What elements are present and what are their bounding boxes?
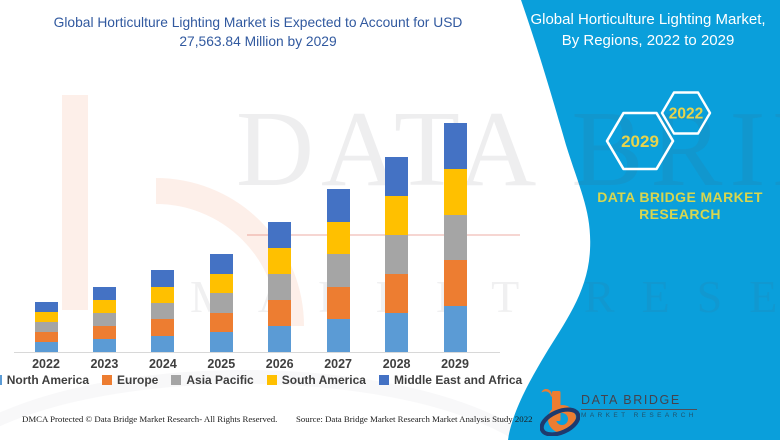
segment-north-america-2029 [443,306,467,352]
bar-2023 [92,287,116,352]
segment-middle-east-and-africa-2029 [443,123,467,169]
watermark-logo-stem [62,95,88,310]
segment-middle-east-and-africa-2027 [326,188,350,222]
segment-north-america-2023 [92,339,116,352]
segment-asia-pacific-2022 [34,322,58,333]
x-axis-label-2025: 2025 [207,357,236,371]
legend-swatch-north-america [0,375,2,385]
segment-middle-east-and-africa-2025 [209,253,233,274]
bar-2029 [443,123,467,352]
x-axis-label-2028: 2028 [382,357,411,371]
logo-subtitle: MARKET RESEARCH [581,412,697,419]
legend-label-middle-east-and-africa: Middle East and Africa [393,373,523,387]
segment-europe-2023 [92,326,116,340]
databridge-logo-text: DATA BRIDGE MARKET RESEARCH [581,393,697,419]
legend-item-europe: Europe [102,373,158,387]
hexagon-2022: 2022 [660,91,712,135]
legend-item-south-america: South America [266,373,366,387]
segment-europe-2025 [209,312,233,333]
segment-north-america-2027 [326,319,350,352]
chart-legend: North America Europe Asia Pacific South Ame… [0,373,522,387]
databridge-logo-icon [540,389,580,436]
segment-north-america-2026 [268,325,292,352]
segment-asia-pacific-2027 [326,254,350,287]
legend-label-north-america: North America [6,373,90,387]
sidebar-heading: Global Horticulture Lighting Market, By … [530,11,766,49]
segment-south-america-2029 [443,168,467,215]
footer-copyright: DMCA Protected © Data Bridge Market Rese… [22,414,278,424]
segment-middle-east-and-africa-2026 [268,221,292,248]
bar-2025 [209,253,233,352]
segment-south-america-2023 [92,300,116,314]
segment-south-america-2026 [268,247,292,274]
segment-asia-pacific-2023 [92,313,116,327]
segment-north-america-2025 [209,332,233,352]
bar-2026 [268,221,292,352]
chart-title: Global Horticulture Lighting Market is E… [10,13,506,51]
segment-south-america-2022 [34,312,58,323]
legend-item-asia-pacific: Asia Pacific [171,373,254,387]
x-axis-line [14,352,500,353]
segment-middle-east-and-africa-2022 [34,302,58,313]
segment-europe-2022 [34,332,58,343]
segment-south-america-2024 [151,286,175,303]
segment-asia-pacific-2024 [151,302,175,320]
x-axis-label-2022: 2022 [32,357,60,371]
segment-asia-pacific-2028 [385,234,409,274]
hexagon-2022-label: 2022 [669,106,703,123]
chart-title-line2: 27,563.84 Million by 2029 [179,34,337,49]
bar-2028 [385,156,409,352]
legend-label-asia-pacific: Asia Pacific [186,373,254,387]
chart-title-line1: Global Horticulture Lighting Market is E… [53,15,463,30]
segment-north-america-2022 [34,342,58,352]
segment-middle-east-and-africa-2028 [385,156,409,196]
hexagon-2029: 2029 [605,111,675,171]
legend-swatch-middle-east-and-africa [378,375,389,385]
segment-middle-east-and-africa-2023 [92,287,116,301]
logo-name: DATA BRIDGE [581,393,697,410]
legend-swatch-asia-pacific [171,375,182,385]
segment-south-america-2025 [209,273,233,294]
segment-asia-pacific-2026 [268,273,292,300]
hexagon-2029-label: 2029 [621,132,659,151]
segment-middle-east-and-africa-2024 [151,270,175,287]
segment-north-america-2028 [385,312,409,352]
watermark-underline [247,234,520,236]
legend-item-middle-east-and-africa: Middle East and Africa [378,373,523,387]
brand-caption-line1: DATA BRIDGE MARKET [597,189,763,205]
x-axis-label-2026: 2026 [265,357,294,371]
segment-south-america-2027 [326,221,350,255]
x-axis-label-2023: 2023 [90,357,119,371]
segment-europe-2026 [268,299,292,326]
legend-swatch-south-america [266,375,277,385]
bar-2022 [34,302,58,352]
segment-asia-pacific-2025 [209,293,233,313]
brand-caption-line2: RESEARCH [639,206,721,222]
segment-europe-2027 [326,286,350,320]
legend-item-north-america: North America [0,373,89,387]
x-axis-label-2024: 2024 [148,357,177,371]
footer-source: Source: Data Bridge Market Research Mark… [296,414,533,424]
segment-europe-2028 [385,273,409,313]
legend-swatch-europe [102,375,113,385]
segment-north-america-2024 [151,335,175,352]
x-axis-label-2027: 2027 [324,357,352,371]
segment-south-america-2028 [385,195,409,235]
legend-label-europe: Europe [117,373,159,387]
legend-label-south-america: South America [281,373,366,387]
bar-2024 [151,270,175,352]
segment-europe-2029 [443,260,467,307]
x-axis-label-2029: 2029 [441,357,469,371]
bar-2027 [326,188,350,352]
brand-caption: DATA BRIDGE MARKET RESEARCH [580,189,780,223]
segment-europe-2024 [151,319,175,336]
segment-asia-pacific-2029 [443,214,467,261]
